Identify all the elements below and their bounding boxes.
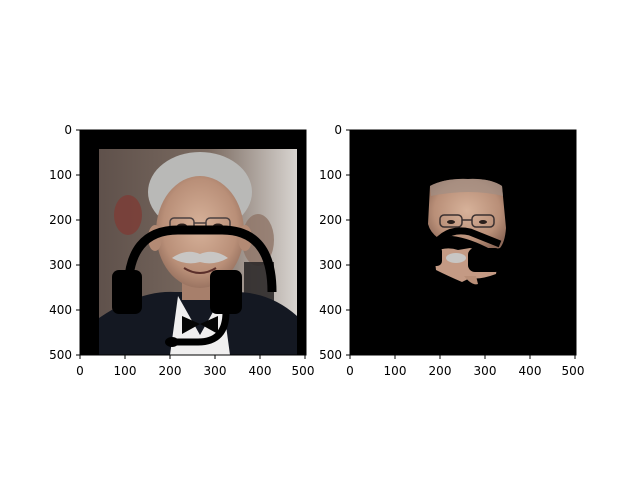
x-tick-label: 400 xyxy=(519,364,542,378)
masked-headset-earcup xyxy=(468,248,502,272)
left-y-axis: 0 100 200 300 400 500 xyxy=(49,123,80,362)
y-tick-label: 500 xyxy=(49,348,72,362)
headset-band xyxy=(123,225,277,293)
headset-mic-boom xyxy=(176,311,230,346)
x-tick-label: 100 xyxy=(114,364,137,378)
right-image xyxy=(350,130,576,355)
masked-chin xyxy=(464,276,478,285)
x-tick-label: 500 xyxy=(562,364,585,378)
headset-overlay xyxy=(112,225,277,347)
y-tick-label: 500 xyxy=(319,348,342,362)
left-x-axis: 0 100 200 300 400 500 xyxy=(76,355,314,378)
masked-eye xyxy=(479,220,487,224)
masked-headset-earcup xyxy=(426,246,442,266)
y-tick-label: 0 xyxy=(64,123,72,137)
mustache xyxy=(172,251,228,264)
right-mask-background xyxy=(350,130,576,355)
bow-tie xyxy=(182,316,218,334)
background-figure xyxy=(114,195,142,235)
masked-eye xyxy=(447,220,455,224)
headset-mic xyxy=(165,337,179,347)
x-tick-label: 0 xyxy=(346,364,354,378)
y-tick-label: 200 xyxy=(49,213,72,227)
right-x-axis: 0 100 200 300 400 500 xyxy=(346,355,584,378)
y-tick-label: 400 xyxy=(319,303,342,317)
x-tick-label: 500 xyxy=(292,364,315,378)
y-tick-label: 300 xyxy=(319,258,342,272)
masked-mustache xyxy=(446,253,466,263)
right-y-axis: 0 100 200 300 400 500 xyxy=(319,123,350,362)
x-tick-label: 300 xyxy=(474,364,497,378)
right-panel: 0 100 200 300 400 500 0 100 200 300 400 … xyxy=(319,123,584,378)
masked-glasses-lens xyxy=(439,214,463,228)
x-tick-label: 0 xyxy=(76,364,84,378)
y-tick-label: 400 xyxy=(49,303,72,317)
x-tick-label: 200 xyxy=(159,364,182,378)
y-tick-label: 100 xyxy=(319,168,342,182)
x-tick-label: 300 xyxy=(204,364,227,378)
y-tick-label: 200 xyxy=(319,213,342,227)
headset-earcup-left xyxy=(112,270,142,314)
x-tick-label: 200 xyxy=(429,364,452,378)
x-tick-label: 100 xyxy=(384,364,407,378)
left-axes-frame xyxy=(79,129,307,356)
masked-hair xyxy=(430,178,503,196)
x-tick-label: 400 xyxy=(249,364,272,378)
left-image xyxy=(80,130,306,355)
left-panel: 0 100 200 300 400 500 0 100 200 300 400 xyxy=(49,123,314,378)
right-axes-frame xyxy=(349,129,577,356)
y-tick-label: 100 xyxy=(49,168,72,182)
y-tick-label: 0 xyxy=(334,123,342,137)
mouth xyxy=(183,267,217,274)
masked-glasses-lens xyxy=(471,214,495,228)
headset-earcup-right xyxy=(210,270,242,314)
y-tick-label: 300 xyxy=(49,258,72,272)
